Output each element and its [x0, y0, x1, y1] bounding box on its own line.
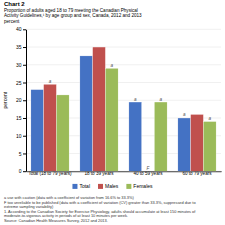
y-axis-title: percent — [2, 91, 8, 108]
y-tick-line — [23, 47, 26, 48]
legend-label: Males — [105, 183, 119, 189]
y-tick-label: 30 — [16, 62, 22, 68]
text-line: Activity Guidelines,¹ by age group and s… — [4, 13, 142, 18]
x-tick-label: 18 to 39 years — [84, 171, 114, 176]
title: Chart 2 — [4, 1, 25, 7]
legend-label: Total — [79, 183, 90, 189]
y-tick: 40 — [16, 26, 26, 32]
x-tick: 18 to 39 years — [84, 171, 114, 176]
y-tick-line — [23, 136, 26, 137]
y-axis-line — [26, 30, 27, 172]
y-tick-line — [23, 83, 26, 84]
footnotes: a use with caution (data with a coeffici… — [4, 195, 196, 223]
legend-item: Total — [72, 183, 90, 189]
annotation: a — [134, 97, 137, 102]
y-tick-label: 10 — [16, 133, 22, 139]
y-tick-label: 0 — [19, 168, 22, 174]
bars — [31, 47, 216, 171]
legend: Total Males Females — [72, 183, 153, 189]
legend-item: Males — [98, 183, 119, 189]
x-axis: Total (18 to 79 years) 18 to 39 years 40 t… — [27, 171, 222, 176]
y-tick-line — [23, 171, 26, 172]
x-tick-label: 40 to 59 years — [133, 171, 163, 176]
bar — [80, 56, 93, 171]
bar — [44, 84, 57, 171]
legend-swatch — [126, 184, 131, 189]
bar — [31, 90, 44, 172]
x-tick: 60 to 79 years — [182, 171, 212, 176]
bar — [56, 95, 69, 171]
bar — [142, 171, 155, 172]
y-tick-line — [23, 100, 26, 101]
annotation: a — [49, 79, 52, 84]
annotation: F — [147, 166, 151, 171]
subtitle: Proportion of adults aged 18 to 79 meeti… — [4, 8, 138, 13]
bar — [203, 122, 216, 172]
footnote: Source: Canadian Health Measures Survey,… — [4, 218, 108, 223]
grid-line — [26, 29, 221, 30]
legend-swatch — [98, 184, 103, 189]
text-line: 40 to 59 years — [133, 171, 163, 176]
text-line: Total (18 to 79 years) — [28, 171, 72, 176]
bar — [105, 68, 118, 171]
y-tick-line — [23, 29, 26, 30]
x-tick-label: 60 to 79 years — [182, 171, 212, 176]
text-line: Source: Canadian Health Measures Survey,… — [4, 218, 108, 223]
y-tick-label: 15 — [16, 115, 22, 121]
bar — [191, 114, 204, 171]
grid-line — [26, 64, 221, 65]
y-tick-label: 25 — [16, 80, 22, 86]
text-line: Chart 2 — [4, 1, 25, 7]
y-tick-line — [23, 153, 26, 154]
bar — [93, 47, 106, 171]
annotation: a — [208, 116, 211, 121]
text-line: 60 to 79 years — [182, 171, 212, 176]
subtitle: Activity Guidelines,¹ by age group and s… — [4, 13, 142, 18]
y-tick-line — [23, 65, 26, 66]
annotation: a — [110, 63, 113, 68]
grid — [26, 29, 221, 171]
grid-line — [26, 82, 221, 83]
legend-swatch — [72, 184, 77, 189]
y-tick: 25 — [16, 80, 26, 86]
y-tick: 15 — [16, 115, 26, 121]
bar — [178, 118, 191, 171]
y-tick: 0 — [19, 168, 26, 174]
text-line: 18 to 39 years — [84, 171, 114, 176]
y-axis: 0 5 10 15 20 25 30 35 40 — [16, 26, 27, 174]
legend-label: Females — [133, 183, 153, 189]
legend-item: Females — [126, 183, 153, 189]
x-tick: Total (18 to 79 years) — [28, 171, 72, 176]
annotation: a — [183, 112, 186, 117]
y-tick: 5 — [19, 151, 26, 157]
y-tick: 10 — [16, 133, 26, 139]
y-tick-label: 35 — [16, 44, 22, 50]
y-tick-line — [23, 118, 26, 119]
ylabel-header: percent — [4, 19, 20, 24]
bar — [154, 102, 167, 171]
grid-line — [26, 47, 221, 48]
y-tick-label: 20 — [16, 97, 22, 103]
y-tick: 30 — [16, 62, 26, 68]
x-tick: 40 to 59 years — [133, 171, 163, 176]
y-tick: 35 — [16, 44, 26, 50]
text-line: Proportion of adults aged 18 to 79 meeti… — [4, 8, 138, 13]
bar — [129, 102, 142, 171]
y-tick-label: 5 — [19, 151, 22, 157]
y-tick-label: 40 — [16, 26, 22, 32]
chart: Chart 2Proportion of adults aged 18 to 7… — [0, 0, 225, 225]
annotations: a a a Fa a a — [49, 63, 212, 171]
annotation: a — [159, 97, 162, 102]
y-tick: 20 — [16, 97, 26, 103]
x-tick-label: Total (18 to 79 years) — [28, 171, 72, 176]
